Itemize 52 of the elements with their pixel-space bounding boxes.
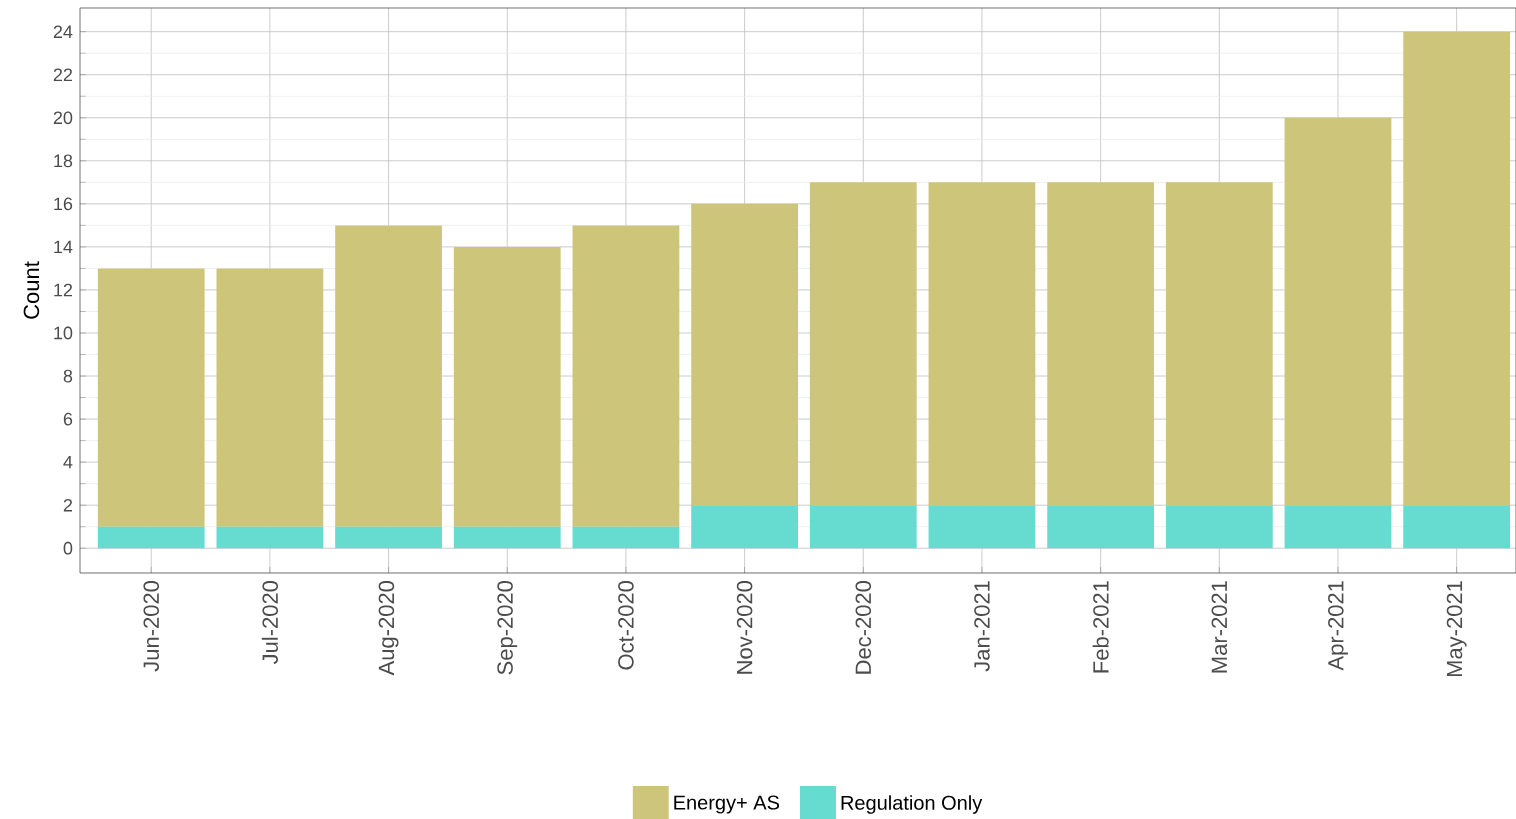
bar — [928, 505, 1036, 549]
bar — [1403, 505, 1511, 549]
y-tick-label: 22 — [53, 68, 73, 81]
bar — [335, 526, 442, 549]
y-tick-label: 16 — [54, 197, 73, 211]
legend-label: Regulation Only — [841, 795, 983, 814]
x-tick-label: Jul-2020 — [261, 580, 278, 665]
y-tick-label: 24 — [53, 25, 73, 38]
y-tick-label: 8 — [63, 369, 73, 383]
x-tick-label: Mar-2021 — [1211, 581, 1228, 673]
bar — [1047, 182, 1155, 506]
bar — [691, 203, 798, 506]
x-tick-label: Jun-2020 — [143, 580, 160, 672]
y-tick-label: 18 — [54, 154, 73, 168]
bar — [691, 505, 798, 549]
bar — [1047, 505, 1155, 549]
bar — [809, 505, 917, 549]
y-tick-label: 12 — [54, 283, 73, 297]
legend-label: Energy+ AS — [674, 795, 780, 814]
x-tick-label: Feb-2021 — [1092, 581, 1109, 673]
x-tick-label: Apr-2021 — [1328, 581, 1348, 671]
x-tick-label: Aug-2020 — [378, 580, 399, 676]
bar — [809, 182, 917, 506]
bar — [1165, 182, 1273, 506]
x-tick-label: Oct-2020 — [618, 580, 634, 670]
y-tick-label: 4 — [63, 455, 73, 469]
bar — [97, 268, 205, 527]
bar — [453, 246, 561, 527]
bar — [572, 225, 680, 527]
bar — [453, 526, 561, 549]
x-tick-label: May-2021 — [1446, 581, 1467, 677]
bar — [928, 182, 1036, 506]
bar — [1403, 31, 1511, 506]
y-tick-label: 2 — [63, 498, 73, 512]
y-axis-title: Count — [23, 261, 40, 319]
y-tick-label: 20 — [53, 111, 73, 125]
bar — [1165, 505, 1273, 549]
bar — [1284, 505, 1392, 549]
bar — [97, 526, 205, 549]
y-tick-label: 0 — [63, 541, 73, 555]
x-tick-label: Nov-2020 — [736, 580, 753, 674]
bar — [1284, 117, 1392, 506]
x-tick-label: Dec-2020 — [855, 580, 872, 674]
bar — [335, 225, 442, 527]
y-tick-label: 14 — [54, 240, 73, 254]
x-tick-label: Jan-2021 — [974, 581, 990, 672]
x-tick-label: Sep-2020 — [497, 580, 518, 675]
y-tick-label: 10 — [54, 326, 73, 340]
bar — [216, 526, 324, 549]
bar — [572, 526, 680, 549]
y-tick-label: 6 — [63, 412, 73, 426]
bar — [216, 268, 324, 527]
